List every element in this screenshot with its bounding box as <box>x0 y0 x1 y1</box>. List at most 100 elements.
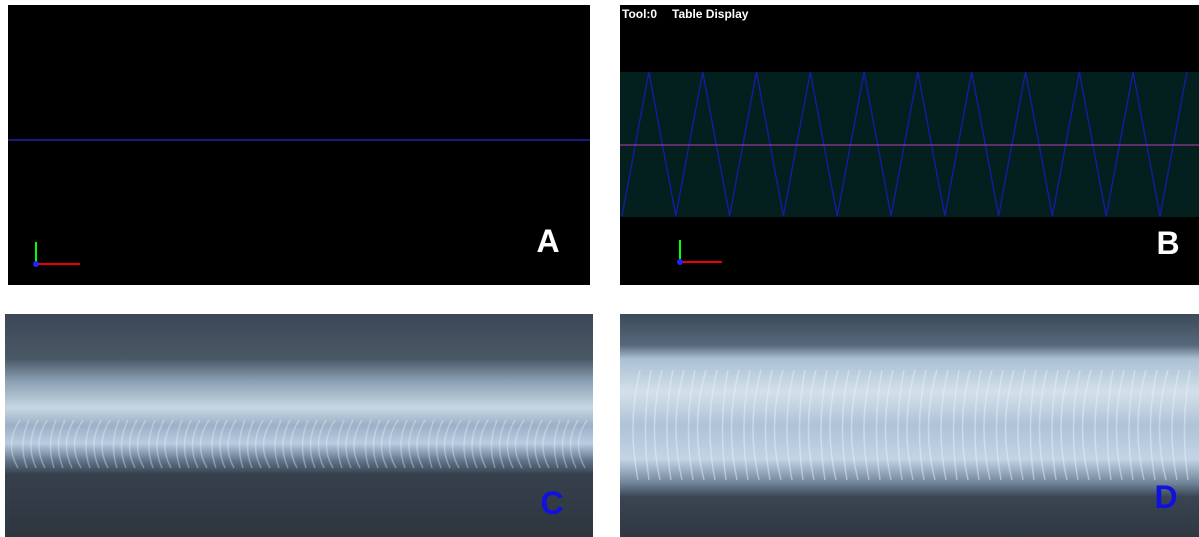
ripple <box>553 419 561 469</box>
ripple <box>85 419 93 469</box>
ripple <box>262 419 273 469</box>
ripple <box>219 419 228 469</box>
ripple <box>101 419 111 469</box>
ripple <box>561 419 570 469</box>
ripple <box>807 369 817 481</box>
ripple <box>644 369 652 481</box>
ripple <box>38 419 48 469</box>
ripple <box>1072 369 1081 481</box>
ripple <box>427 419 435 469</box>
ripple <box>238 419 246 469</box>
ripple <box>743 369 751 481</box>
ripple <box>325 419 336 469</box>
ripple <box>542 419 552 469</box>
panel-label: D <box>1154 479 1177 515</box>
ripple <box>490 419 498 469</box>
ripple <box>974 369 982 481</box>
ripple <box>829 369 839 481</box>
ripple <box>863 369 872 481</box>
ripple <box>577 419 588 469</box>
ripple <box>875 369 883 481</box>
ripple <box>1115 369 1125 481</box>
ripple <box>479 419 489 469</box>
panel-a <box>8 5 590 285</box>
ripple <box>786 369 795 481</box>
ripple <box>1171 369 1180 481</box>
ripple <box>653 369 663 481</box>
ripple <box>952 369 960 481</box>
ripple <box>211 419 219 469</box>
axis-glyph <box>33 242 80 267</box>
ripple <box>696 369 707 481</box>
tool-text: Tool:0 <box>622 7 657 21</box>
ripple <box>1158 369 1169 481</box>
ripple <box>282 419 291 469</box>
ripple <box>57 419 66 469</box>
ripple <box>156 419 165 469</box>
axis-glyph <box>677 240 722 265</box>
ripple <box>175 419 183 469</box>
ripple <box>514 419 525 469</box>
ripple <box>337 419 345 469</box>
ripple <box>687 369 696 481</box>
ripple <box>128 419 138 469</box>
ripple <box>884 369 894 481</box>
ripple <box>983 369 993 481</box>
ripple <box>471 419 480 469</box>
ripple <box>227 419 237 469</box>
ripple <box>451 419 462 469</box>
ripple <box>463 419 471 469</box>
ripple <box>136 419 147 469</box>
ripple <box>841 369 850 481</box>
ripple <box>498 419 507 469</box>
weld-photo-d <box>620 314 1199 537</box>
ripple <box>918 369 927 481</box>
ripple <box>773 369 784 481</box>
ripple <box>30 419 39 469</box>
ripple <box>120 419 129 469</box>
ripple <box>246 419 255 469</box>
ripple <box>435 419 444 469</box>
ripple <box>1060 369 1070 481</box>
ripple <box>353 419 363 469</box>
ripple <box>1017 369 1026 481</box>
ripple <box>416 419 426 469</box>
ripple <box>199 419 210 469</box>
ripple <box>380 419 390 469</box>
panel-label: C <box>540 485 563 521</box>
ripple <box>850 369 861 481</box>
ripple <box>526 419 534 469</box>
ripple <box>1004 369 1015 481</box>
ripple <box>995 369 1004 481</box>
ripple <box>1137 369 1147 481</box>
ripple <box>22 419 30 469</box>
ripple <box>897 369 905 481</box>
ripple <box>254 419 264 469</box>
panel-label: A <box>536 223 559 259</box>
ripple <box>569 419 579 469</box>
weld-ripples <box>10 419 588 469</box>
ripple <box>940 369 949 481</box>
ripple <box>388 419 399 469</box>
ripple <box>798 369 806 481</box>
ripple <box>666 369 674 481</box>
ripple <box>675 369 685 481</box>
ripple <box>961 369 971 481</box>
weave-path <box>621 71 1188 217</box>
ripple <box>752 369 762 481</box>
ripple <box>364 419 372 469</box>
ripple <box>632 369 641 481</box>
ripple <box>730 369 740 481</box>
ripple <box>408 419 417 469</box>
weld-photo-c <box>5 314 593 537</box>
ripple <box>1183 369 1191 481</box>
mode-text: Table Display <box>672 7 749 21</box>
ripple <box>191 419 201 469</box>
ripple <box>927 369 938 481</box>
ripple <box>820 369 828 481</box>
ripple <box>906 369 916 481</box>
ripple <box>317 419 327 469</box>
ripple <box>65 419 75 469</box>
